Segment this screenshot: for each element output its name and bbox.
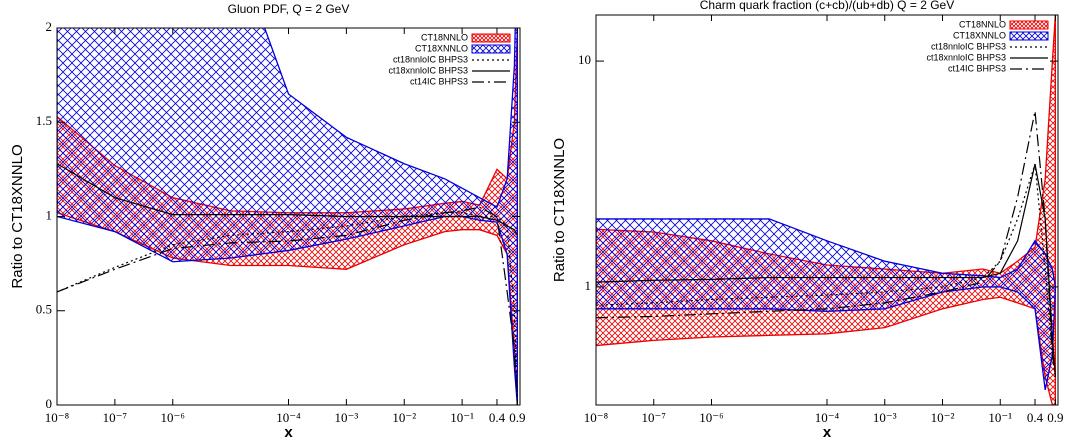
- x-tick-label: 0.4: [1027, 410, 1044, 425]
- uncertainty-band: [57, 28, 519, 405]
- uncertainty-band: [596, 218, 1057, 391]
- x-tick-label: 10⁻⁷: [103, 410, 127, 425]
- y-tick-label: 0.5: [36, 302, 52, 317]
- chart-title: Gluon PDF, Q = 2 GeV: [228, 2, 350, 16]
- legend-label: ct18xnnloIC BHPS3: [388, 65, 468, 75]
- x-tick-label: 10⁻³: [334, 410, 358, 425]
- x-tick-label: 10⁻¹: [988, 410, 1012, 425]
- legend-label: CT18NNLO: [421, 32, 468, 42]
- y-tick-label: 1: [46, 207, 53, 222]
- legend-label: ct18nnloIC BHPS3: [393, 54, 468, 64]
- x-tick-label: 10⁻²: [392, 410, 416, 425]
- x-tick-label: 10⁻⁶: [699, 410, 723, 425]
- legend-swatch: [471, 33, 511, 43]
- x-tick-label: 10⁻⁴: [276, 410, 301, 425]
- legend-label: ct18xnnloIC BHPS3: [926, 52, 1006, 62]
- legend-label: CT18XNNLO: [953, 30, 1006, 40]
- x-tick-label: 10⁻⁶: [161, 410, 185, 425]
- y-tick-label: 1: [585, 278, 592, 293]
- y-tick-label: 1.5: [36, 113, 52, 128]
- x-tick-label: 10⁻⁸: [584, 410, 609, 425]
- y-axis-label: Ratio to CT18XNNLO: [551, 138, 568, 282]
- chart-panel: Gluon PDF, Q = 2 GeV x Ratio to CT18XNNLO 1…: [9, 2, 526, 441]
- y-tick-label: 0: [46, 396, 53, 411]
- series-line: [57, 206, 518, 405]
- legend-label: ct14IC BHPS3: [948, 63, 1006, 73]
- legend-label: CT18NNLO: [959, 19, 1006, 29]
- legend-label: ct18nnloIC BHPS3: [931, 41, 1006, 51]
- legend-swatch: [471, 44, 511, 54]
- x-tick-label: 10⁻⁷: [642, 410, 666, 425]
- x-tick-label: 10⁻²: [931, 410, 955, 425]
- plot-area: [57, 28, 519, 405]
- series-line: [596, 163, 1056, 377]
- uncertainty-band: [596, 15, 1057, 405]
- chart-panel: Charm quark fraction (c+cb)/(ub+db) Q = …: [551, 0, 1064, 441]
- x-tick-label: 10⁻⁴: [815, 410, 840, 425]
- x-axis-label: x: [284, 424, 293, 441]
- x-tick-label: 10⁻⁸: [45, 410, 70, 425]
- chart-title: Charm quark fraction (c+cb)/(ub+db) Q = …: [700, 0, 954, 12]
- y-tick-label: 10: [578, 52, 591, 67]
- y-tick-label: 2: [46, 19, 53, 34]
- legend-label: ct14IC BHPS3: [410, 76, 468, 86]
- series-line: [596, 163, 1056, 377]
- series-line: [596, 111, 1056, 377]
- x-tick-label: 0.4: [489, 410, 506, 425]
- x-tick-label: 10⁻³: [873, 410, 897, 425]
- x-tick-label: 0.9: [1047, 410, 1063, 425]
- legend-swatch: [1009, 31, 1049, 41]
- plot-area: [596, 15, 1057, 405]
- x-axis-label: x: [823, 424, 832, 441]
- plot-frame: [595, 14, 1059, 406]
- y-axis-label: Ratio to CT18XNNLO: [9, 144, 26, 288]
- x-tick-label: 10⁻¹: [450, 410, 474, 425]
- legend-swatch: [1009, 20, 1049, 30]
- x-tick-label: 0.9: [509, 410, 525, 425]
- legend-label: CT18XNNLO: [415, 43, 468, 53]
